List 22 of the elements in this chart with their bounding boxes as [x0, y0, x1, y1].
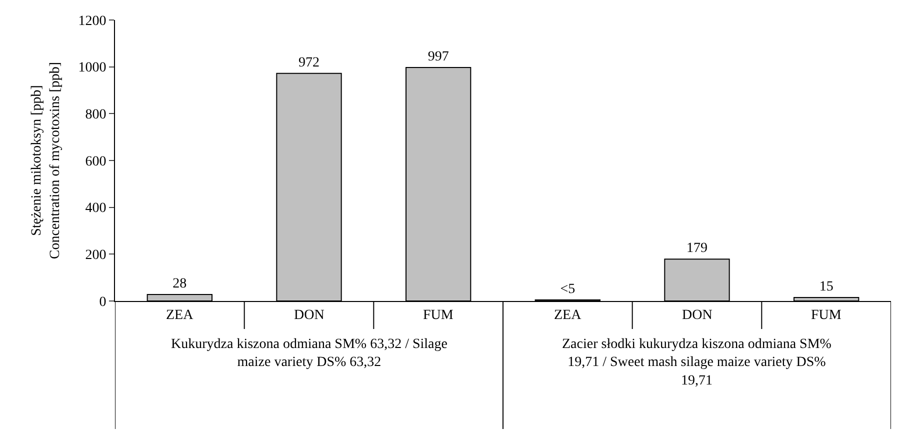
data-label: 179 [686, 241, 708, 256]
y-tick-label: 0 [99, 294, 106, 310]
data-label: <5 [560, 282, 576, 297]
x-tick-label: DON [682, 308, 712, 323]
x-tick-label: ZEA [166, 308, 194, 323]
data-label: 997 [428, 50, 449, 65]
y-tick-label: 1000 [78, 60, 106, 76]
x-tick-label: ZEA [554, 308, 582, 323]
data-label: 972 [298, 55, 320, 70]
y-tick-label: 400 [85, 201, 106, 216]
x-tick-label: FUM [811, 308, 842, 323]
text: Kukurydza kiszona odmiana SM% 63,32 / Silage maize variety DS% 63,32 [171, 337, 448, 370]
x-tick-label: FUM [423, 308, 454, 323]
text: Zacier słodki kukurydza kiszona odmiana SM% 19,71 / Sweet mash silage maize variety DS% 19,71 [562, 337, 832, 388]
y-tick-label: 200 [85, 248, 106, 264]
y-axis-title: Stężenie mikotoksyn [ppb] Concentration of mycotoxins [ppb] [30, 62, 63, 260]
y-tick-label: 600 [85, 154, 106, 170]
y-tick-label: 800 [85, 108, 106, 123]
y-tick-label: 1200 [78, 14, 106, 29]
data-label: 28 [172, 276, 187, 292]
data-label: 15 [819, 279, 834, 294]
x-tick-label: DON [294, 308, 324, 323]
